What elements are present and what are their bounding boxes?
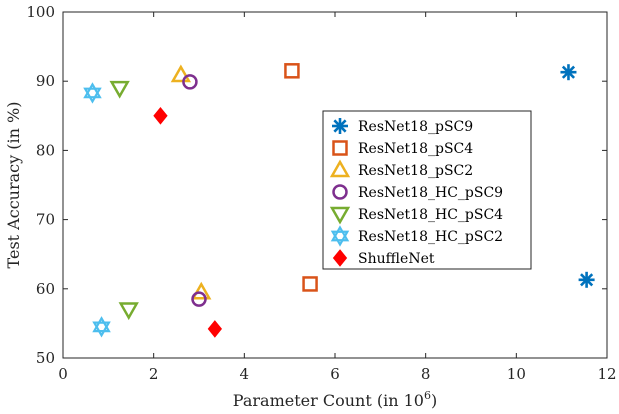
point-resnet18-hc-psc4 bbox=[109, 80, 130, 99]
axis-ticks bbox=[62, 11, 608, 359]
x-tick-label: 6 bbox=[330, 365, 340, 383]
y-axis-label: Test Accuracy (in %) bbox=[4, 102, 23, 269]
point-resnet18-psc4 bbox=[302, 276, 318, 292]
x-tick-label: 4 bbox=[240, 365, 250, 383]
legend-box bbox=[322, 110, 532, 270]
point-resnet18-psc9 bbox=[560, 64, 577, 81]
point-resnet18-hc-psc9 bbox=[191, 291, 207, 307]
point-resnet18-psc2 bbox=[170, 64, 192, 83]
data-points bbox=[83, 63, 595, 338]
y-tick-label: 50 bbox=[36, 349, 55, 367]
legend-marker-resnet18-hc-psc2 bbox=[330, 225, 350, 247]
x-tick-label: 10 bbox=[507, 365, 526, 383]
x-axis-label: Parameter Count (in 106) bbox=[233, 389, 437, 410]
y-tick-label: 60 bbox=[36, 280, 55, 298]
legend-label-resnet18-psc4: ResNet18_pSC4 bbox=[358, 141, 473, 157]
y-tick-label: 90 bbox=[36, 72, 55, 90]
x-tick-label: 12 bbox=[597, 365, 616, 383]
x-tick-label: 0 bbox=[58, 365, 68, 383]
legend-marker-shufflenet bbox=[332, 249, 348, 267]
tick-labels: 0 2 4 6 8 10 12 50 60 70 80 90 100 bbox=[26, 3, 616, 383]
point-resnet18-hc-psc2 bbox=[92, 316, 111, 338]
legend-marker-resnet18-psc9 bbox=[332, 118, 348, 134]
point-shufflenet bbox=[153, 107, 168, 125]
x-tick-label: 2 bbox=[149, 365, 159, 383]
point-resnet18-hc-psc4 bbox=[118, 302, 139, 321]
x-tick-label: 8 bbox=[421, 365, 431, 383]
y-tick-label: 100 bbox=[26, 3, 55, 21]
point-resnet18-psc4 bbox=[284, 63, 300, 79]
legend-marker-resnet18-psc4 bbox=[332, 140, 348, 156]
point-shufflenet bbox=[207, 320, 223, 338]
point-resnet18-psc2 bbox=[191, 281, 212, 300]
legend-marker-resnet18-psc2 bbox=[329, 159, 351, 178]
y-tick-label: 80 bbox=[36, 141, 55, 159]
point-resnet18-hc-psc9 bbox=[182, 74, 198, 90]
legend-label-resnet18-hc-psc4: ResNet18_HC_pSC4 bbox=[358, 207, 503, 223]
legend-label-resnet18-psc2: ResNet18_pSC2 bbox=[358, 163, 473, 179]
point-resnet18-psc9 bbox=[578, 271, 595, 288]
legend-label-resnet18-psc9: ResNet18_pSC9 bbox=[358, 119, 473, 135]
legend: ResNet18_pSC9 ResNet18_pSC4 ResNet18_pSC2 R… bbox=[322, 110, 532, 270]
point-resnet18-hc-psc2 bbox=[83, 82, 102, 104]
y-tick-label: 70 bbox=[36, 211, 55, 229]
legend-marker-resnet18-hc-psc4 bbox=[329, 206, 351, 225]
legend-label-resnet18-hc-psc9: ResNet18_HC_pSC9 bbox=[358, 185, 503, 201]
legend-marker-resnet18-hc-psc9 bbox=[332, 184, 348, 200]
legend-label-shufflenet: ShuffleNet bbox=[358, 251, 435, 267]
legend-label-resnet18-hc-psc2: ResNet18_HC_pSC2 bbox=[358, 229, 503, 245]
